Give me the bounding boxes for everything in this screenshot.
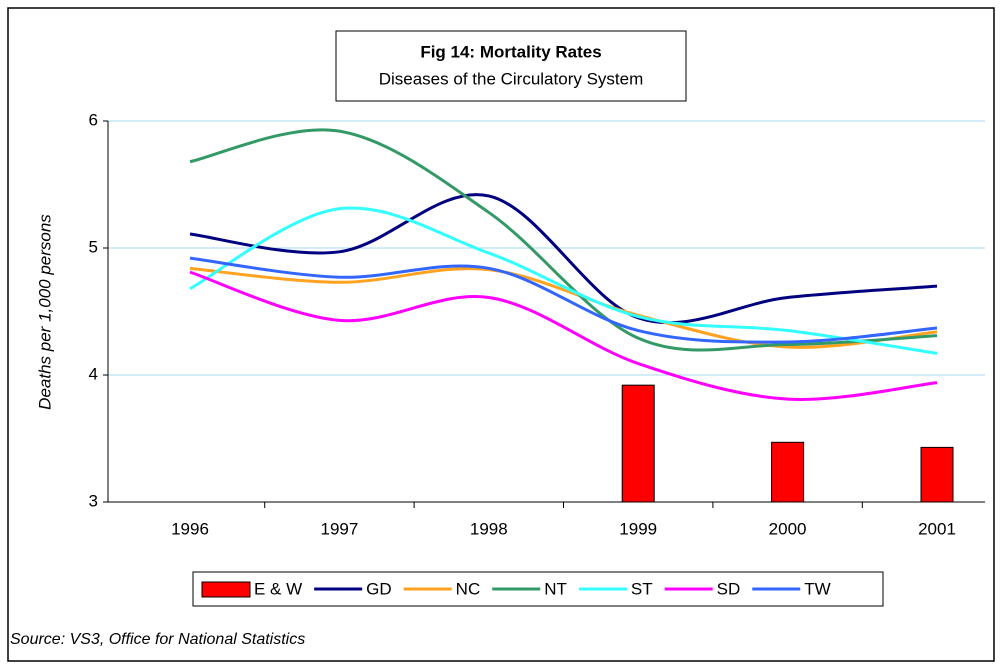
chart-subtitle: Diseases of the Circulatory System [379,69,644,88]
x-tick-label: 1996 [171,519,209,538]
source: Source: VS3, Office for National Statist… [10,631,305,648]
legend-label: GD [366,579,392,598]
x-tick-label: 2001 [918,519,956,538]
y-tick-label: 3 [89,491,98,510]
legend-label: NC [456,579,481,598]
x-tick-label: 2000 [769,519,807,538]
line [189,193,938,325]
bar [621,384,655,503]
legend-swatch [201,581,251,598]
line [189,266,938,349]
y-tick-label: 6 [89,110,98,129]
chart-title: Fig 14: Mortality Rates [420,42,601,61]
legend-label: ST [631,579,653,598]
line [189,256,938,344]
x-tick-label: 1999 [619,519,657,538]
line [189,270,938,402]
y-axis-label: Deaths per 1,000 persons [35,214,54,410]
x-tick-label: 1997 [320,519,358,538]
legend-label: E & W [254,579,302,598]
legend-label: TW [804,579,830,598]
bar [771,441,805,503]
bar [920,446,954,503]
x-tick-label: 1998 [470,519,508,538]
line [189,206,938,355]
title-box [335,30,687,102]
legend-label: NT [544,579,567,598]
legend-label: SD [717,579,741,598]
chart-border [7,7,995,662]
y-tick-label: 4 [89,364,98,383]
y-tick-label: 5 [89,237,98,256]
line [189,128,938,352]
